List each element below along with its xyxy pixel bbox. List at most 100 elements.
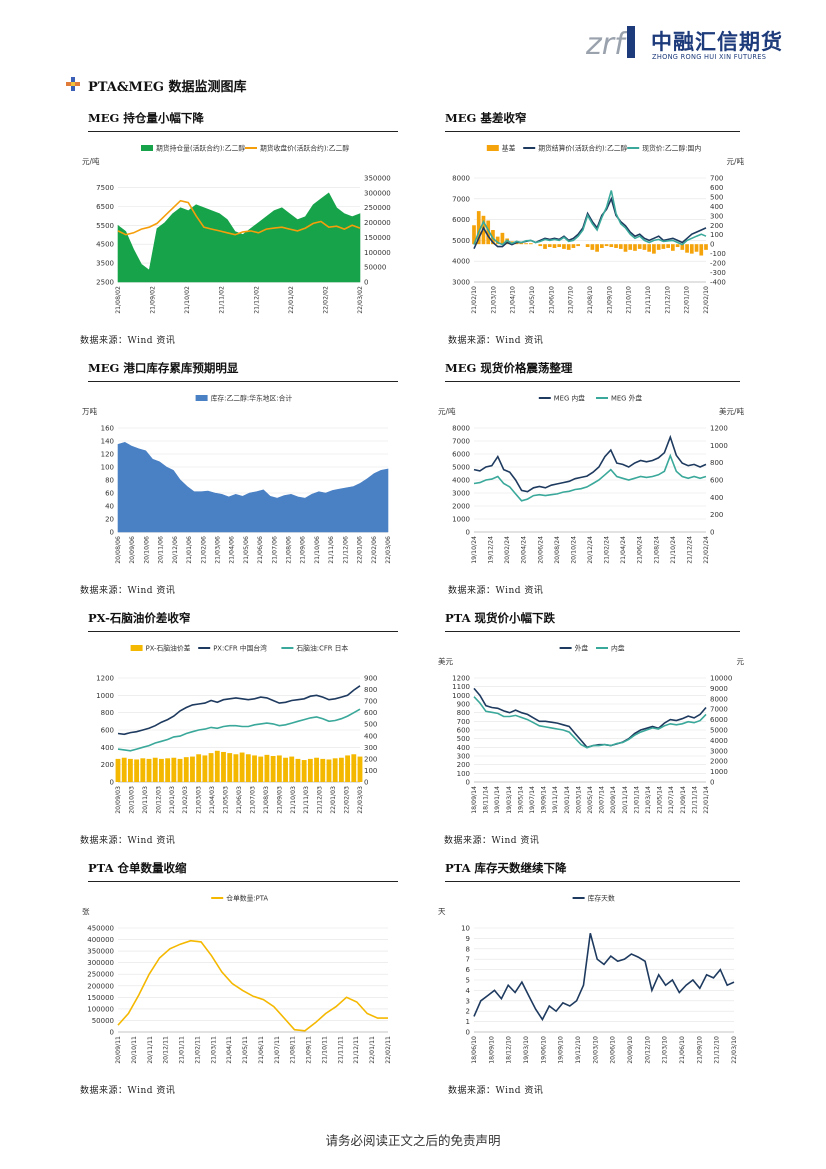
y-tick-label: 3000 (452, 490, 470, 498)
legend-label: MEG 外盘 (611, 394, 642, 403)
x-tick-label: 20/09/10 (627, 1036, 634, 1064)
bar-mark (699, 244, 704, 256)
x-tick-label: 21/10/11 (321, 1036, 328, 1064)
bar-mark (671, 244, 675, 251)
x-tick-label: 21/01/03 (169, 786, 176, 814)
bar-mark (543, 244, 547, 249)
x-tick-label: 20/03/14 (575, 786, 582, 814)
bar-mark (590, 244, 595, 250)
bar-mark (552, 244, 557, 248)
y-tick-label: 60 (105, 490, 114, 498)
company-name-cn: 中融汇信期货 (651, 30, 783, 54)
x-tick-label: 22/03/06 (385, 536, 392, 564)
bar-mark (115, 758, 121, 782)
x-tick-label: 19/11/14 (552, 786, 559, 814)
bar-mark (239, 752, 245, 782)
y2-tick-label: 50000 (364, 264, 386, 272)
y2-tick-label: 350000 (364, 175, 391, 183)
y-tick-label: 20 (105, 516, 114, 524)
y2-tick-label: 800 (364, 686, 377, 694)
bar-mark (685, 244, 689, 253)
y2-tick-label: 4000 (710, 737, 728, 745)
y2-tick-label: 300 (710, 212, 723, 220)
source-note-5: 数据来源：Wind 资讯 (80, 836, 176, 846)
bar-mark (301, 760, 307, 782)
y-tick-label: 120 (101, 451, 114, 459)
x-tick-label: 20/11/14 (622, 786, 629, 814)
bar-mark (680, 244, 685, 250)
y2-tick-label: 300 (364, 744, 377, 752)
legend-label: 期货收盘价(活跃合约):乙二醇 (260, 144, 349, 153)
x-tick-label: 22/02/06 (371, 536, 378, 564)
panel-rule-1 (88, 131, 398, 132)
bar-mark (289, 756, 295, 782)
y-tick-label: 150000 (87, 994, 114, 1002)
x-tick-label: 21/05/11 (242, 1036, 249, 1064)
series-line (117, 685, 361, 736)
y2-tick-label: 500 (710, 193, 723, 201)
y-tick-label: 6000 (452, 451, 470, 459)
y2-tick-label: 200 (364, 755, 377, 763)
y2-tick-label: 400 (710, 494, 723, 502)
x-tick-label: 19/01/14 (494, 786, 501, 814)
y-tick-label: 2 (466, 1008, 470, 1016)
chart-px-naphtha-spread: 0 200 400 600 800 1000 1200 0 100 200 300 400 500 600… (96, 644, 377, 814)
x-tick-label: 21/02/10 (471, 286, 478, 314)
legend-label: 期货结算价(活跃合约):乙二醇 (538, 144, 627, 153)
y2-tick-label: 0 (710, 529, 714, 537)
chart-pta-spot-price: 0100200300400500600700800900100011001200… (438, 644, 745, 814)
x-tick-label: 20/09/11 (115, 1036, 122, 1064)
y-axis-unit: 张 (82, 907, 90, 916)
x-tick-label: 21/11/03 (303, 786, 310, 814)
bar-mark (599, 244, 604, 248)
source-note-3: 数据来源：Wind 资讯 (80, 586, 176, 596)
x-tick-label: 21/12/24 (686, 536, 693, 564)
y2-tick-label: -400 (710, 279, 726, 287)
x-tick-label: 20/10/06 (143, 536, 150, 564)
bar-mark (675, 244, 680, 248)
x-tick-label: 21/03/03 (196, 786, 203, 814)
y-tick-label: 2500 (96, 279, 114, 287)
legend-label: 外盘 (575, 644, 589, 653)
source-note-4: 数据来源：Wind 资讯 (448, 586, 544, 596)
x-tick-label: 21/06/10 (548, 286, 555, 314)
y-tick-label: 5500 (96, 222, 114, 230)
x-tick-label: 20/03/10 (592, 1036, 599, 1064)
y-tick-label: 4 (466, 987, 471, 995)
x-tick-label: 20/10/11 (131, 1036, 138, 1064)
x-tick-label: 21/07/11 (274, 1036, 281, 1064)
y-tick-label: 140 (101, 438, 114, 446)
y2-tick-label: 1200 (710, 425, 728, 433)
x-tick-label: 21/09/11 (306, 1036, 313, 1064)
bar-mark (486, 220, 491, 245)
y-tick-label: 1200 (452, 675, 470, 683)
x-tick-label: 20/11/06 (158, 536, 165, 564)
x-tick-label: 18/09/10 (488, 1036, 495, 1064)
bar-mark (332, 758, 338, 782)
y-tick-label: 0 (466, 529, 470, 537)
legend-label: MEG 内盘 (554, 394, 585, 403)
y-tick-label: 1000 (452, 516, 470, 524)
legend-label: 现货价:乙二醇:国内 (642, 144, 701, 153)
bar-mark (314, 757, 319, 782)
bar-mark (618, 244, 623, 249)
bar-mark (245, 754, 251, 782)
x-tick-label: 21/05/14 (657, 786, 664, 814)
x-tick-label: 21/01/06 (186, 536, 193, 564)
y-tick-label: 250000 (87, 971, 114, 979)
x-tick-label: 21/04/11 (226, 1036, 233, 1064)
legend-swatch (195, 395, 208, 401)
y-tick-label: 80 (105, 477, 114, 485)
y2-tick-label: 5000 (710, 727, 728, 735)
y2-tick-label: 1000 (710, 442, 728, 450)
x-tick-label: 21/07/03 (249, 786, 256, 814)
series-line (473, 696, 707, 749)
legend-label: 内盘 (611, 644, 625, 653)
bar-mark (637, 244, 642, 249)
section-bullet-icon (66, 77, 80, 91)
x-tick-label: 21/05/06 (243, 536, 250, 564)
x-tick-label: 21/09/06 (300, 536, 307, 564)
y-axis-unit: 万吨 (82, 406, 97, 416)
x-tick-label: 21/07/10 (568, 286, 575, 314)
y2-tick-label: -200 (710, 260, 726, 268)
